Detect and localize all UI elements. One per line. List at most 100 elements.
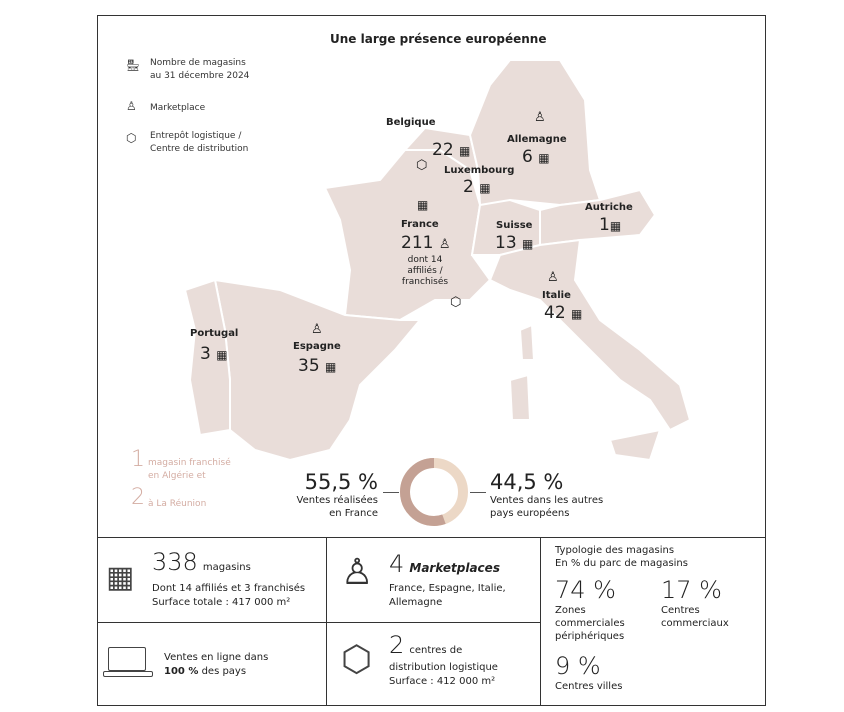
typology-pct: 9 % (555, 652, 601, 680)
legend-label: Centre de distribution (150, 144, 249, 154)
sales-other-label: pays européens (490, 508, 570, 519)
online-text: Ventes en ligne dans (164, 652, 269, 663)
online-pct: 100 % (164, 666, 199, 677)
map-italie (488, 238, 692, 432)
map-sicile (608, 428, 662, 462)
sales-france-label: en France (329, 508, 378, 519)
logistics-text: distribution logistique (389, 662, 498, 673)
typology-item: 74 % Zones commerciales périphériques (555, 576, 625, 643)
store-count: 13 (495, 233, 517, 253)
logistics-surface: Surface : 412 000 m² (389, 676, 496, 687)
map-corse (518, 323, 536, 361)
legend-label: Marketplace (150, 103, 206, 113)
country-stores-belgique: 22 ▦ (432, 140, 470, 160)
sales-france-pct: 55,5 % (304, 470, 378, 494)
typology-subtitle: En % du parc de magasins (555, 558, 688, 569)
country-stores-france: 211 ♙ (401, 233, 451, 253)
country-stores-suisse: 13 ▦ (495, 233, 533, 253)
shopping-bag-icon: ♙ (547, 270, 559, 285)
typology-label: commerciales (555, 618, 625, 629)
store-count: 3 (200, 344, 211, 364)
typology-title: Typologie des magasins (555, 545, 675, 556)
stat-online: Ventes en ligne dans 100 % des pays (97, 622, 327, 706)
marketplaces-unit: Marketplaces (409, 561, 500, 575)
online-text: des pays (201, 666, 247, 677)
country-name-portugal: Portugal (190, 328, 239, 339)
typology-label: Centres villes (555, 681, 623, 692)
shopping-bag-icon: ♙ (126, 99, 137, 113)
country-name-autriche: Autriche (585, 202, 633, 213)
country-stores-autriche: 1▦ (599, 215, 621, 235)
store-icon: ▦ (216, 348, 228, 362)
marketplaces-headline: 4 Marketplaces (389, 550, 500, 578)
country-stores-luxembourg: 2 ▦ (463, 177, 491, 197)
note-line: dont 14 (407, 255, 443, 265)
sales-other-label: Ventes dans les autres (490, 495, 604, 506)
store-count: 1 (599, 215, 610, 235)
online-text-2: 100 % des pays (164, 665, 246, 678)
franchise-count-algeria: 1 (131, 447, 145, 472)
country-name-belgique: Belgique (386, 117, 436, 128)
page-title: Une large présence européenne (330, 32, 547, 46)
store-icon: ▦ (459, 144, 471, 158)
typology-label: commerciaux (661, 618, 729, 629)
store-icon: 🏪︎ (126, 59, 140, 72)
shopping-bag-icon: ♙ (311, 322, 323, 337)
legend-item-warehouse: ⬡ Entrepôt logistique / Centre de distri… (126, 130, 248, 156)
typology-pct: 74 % (555, 576, 616, 604)
country-stores-portugal: 3 ▦ (200, 344, 228, 364)
typology-label: périphériques (555, 631, 625, 642)
shopping-bag-icon: ♙ (534, 110, 546, 125)
map-portugal (183, 278, 231, 437)
map-sardaigne (508, 373, 532, 421)
box-icon: ⬡ (416, 158, 428, 173)
marketplaces-list: France, Espagne, Italie, (389, 583, 506, 594)
store-icon: ▦ (538, 151, 550, 165)
franchise-text: à La Réunion (148, 499, 207, 509)
country-name-allemagne: Allemagne (507, 134, 567, 145)
country-name-france: France (401, 219, 439, 230)
stores-headline: 338 magasins (152, 548, 251, 576)
store-count: 42 (544, 303, 566, 323)
stores-surface: Surface totale : 417 000 m² (152, 597, 291, 608)
shopping-bag-icon: ♙ (438, 237, 451, 252)
legend-item-stores: 🏪︎ Nombre de magasins au 31 décembre 202… (126, 57, 249, 83)
country-name-luxembourg: Luxembourg (444, 165, 515, 176)
marketplaces-count: 4 (389, 550, 405, 578)
stores-count: 338 (152, 548, 198, 576)
typology-item: 17 % Centres commerciaux (661, 576, 729, 630)
stat-logistics: ⬡ 2 centres de distribution logistique S… (326, 622, 541, 706)
store-icon: ▦ (325, 360, 337, 374)
franchise-count-reunion: 2 (131, 485, 145, 510)
typology-label: Centres (661, 605, 700, 616)
france-note: dont 14 affiliés / franchisés (385, 255, 465, 288)
franchise-text: magasin franchisé (148, 458, 231, 468)
store-icon: ▦ (609, 219, 622, 233)
sales-france-label: Ventes réalisées (296, 495, 378, 506)
typology-item: 9 % Centres villes (555, 652, 622, 693)
box-icon: ⬡ (341, 639, 373, 680)
legend-label: Nombre de magasins (150, 58, 246, 68)
connector-line (470, 492, 486, 493)
stat-stores: ▦ 338 magasins Dont 14 affiliés et 3 fra… (97, 537, 327, 623)
shopping-bag-icon: ♙ (341, 552, 374, 593)
typology-label: Zones (555, 605, 586, 616)
store-icon: ▦ (571, 307, 583, 321)
logistics-unit: centres de (409, 645, 463, 656)
country-name-italie: Italie (542, 290, 571, 301)
store-icon: ▦ (417, 198, 429, 212)
legend-label: Entrepôt logistique / (150, 131, 242, 141)
note-line: affiliés / franchisés (401, 266, 449, 287)
sales-other-pct: 44,5 % (490, 470, 564, 494)
typology-pct: 17 % (661, 576, 722, 604)
store-icon: ▦ (479, 181, 491, 195)
box-icon: ⬡ (450, 295, 462, 310)
sales-other: 44,5 % Ventes dans les autres pays europ… (490, 470, 603, 520)
stores-detail: Dont 14 affiliés et 3 franchisés (152, 583, 306, 594)
stores-unit: magasins (202, 562, 251, 573)
legend-item-marketplace: ♙ Marketplace (126, 99, 206, 115)
laptop-icon (108, 647, 146, 671)
marketplaces-list: Allemagne (389, 597, 443, 608)
connector-line (383, 492, 399, 493)
